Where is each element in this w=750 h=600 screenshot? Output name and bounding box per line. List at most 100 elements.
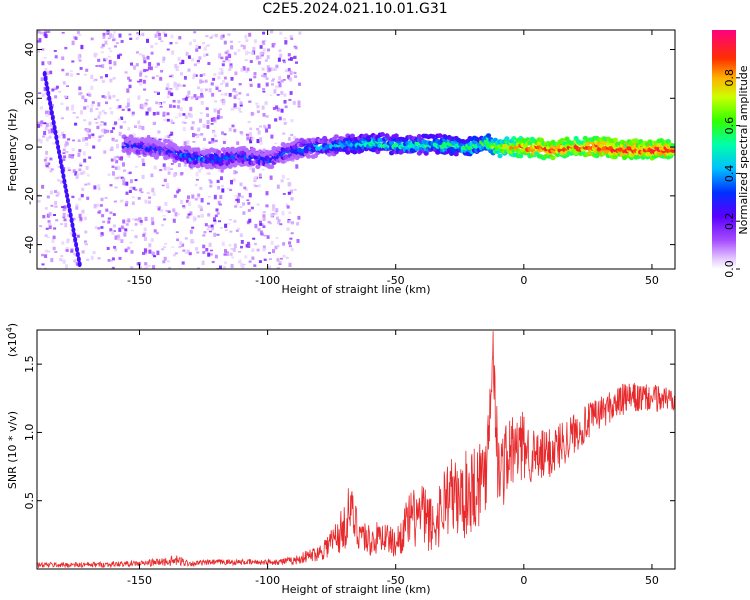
spectrogram-noise-cell bbox=[257, 228, 261, 232]
spectrogram-noise-cell bbox=[257, 130, 261, 135]
spectrogram-noise-cell bbox=[272, 107, 276, 110]
spectrogram-noise-cell bbox=[253, 75, 257, 79]
spectrogram-noise-cell bbox=[139, 218, 143, 220]
spectrogram-noise-cell bbox=[242, 66, 246, 71]
spectrogram-streak-cell bbox=[72, 231, 77, 238]
spectrogram-noise-cell bbox=[270, 134, 274, 139]
spectrogram-noise-cell bbox=[217, 186, 221, 190]
snr-x-tick-label: -50 bbox=[387, 574, 405, 587]
spectrogram-noise-cell bbox=[149, 66, 153, 71]
spectrogram-trace-cell bbox=[612, 154, 618, 160]
spectrogram-noise-cell bbox=[187, 213, 191, 216]
spectrogram-noise-cell bbox=[139, 187, 143, 190]
snr-series-line bbox=[37, 331, 675, 569]
spectrogram-noise-cell bbox=[179, 62, 183, 65]
spectrogram-noise-cell bbox=[177, 99, 181, 104]
spectrogram-noise-cell bbox=[227, 33, 231, 36]
spectrogram-noise-cell bbox=[174, 212, 178, 217]
spectrogram-noise-cell bbox=[62, 260, 66, 265]
spectrogram-noise-cell bbox=[235, 198, 239, 202]
spectrogram-noise-cell bbox=[100, 232, 104, 236]
spectrogram-noise-cell bbox=[141, 32, 145, 37]
spectrogram-noise-cell bbox=[110, 111, 114, 115]
spectrogram-noise-cell bbox=[157, 138, 161, 143]
spectrogram-x-label: Height of straight line (km) bbox=[281, 283, 430, 296]
spectrogram-noise-cell bbox=[137, 95, 141, 100]
spectrogram-noise-cell bbox=[63, 218, 67, 222]
spectrogram-noise-cell bbox=[100, 46, 104, 49]
spectrogram-noise-cell bbox=[114, 248, 118, 252]
spectrogram-noise-cell bbox=[204, 46, 207, 50]
spectrogram-noise-cell bbox=[213, 73, 217, 77]
spectrogram-noise-cell bbox=[262, 148, 266, 153]
spectrogram-noise-cell bbox=[221, 241, 225, 246]
spectrogram-noise-cell bbox=[262, 31, 266, 35]
spectrogram-noise-cell bbox=[265, 82, 269, 87]
spectrogram-noise-cell bbox=[141, 174, 145, 180]
spectrogram-noise-cell bbox=[119, 53, 123, 56]
spectrogram-noise-cell bbox=[207, 252, 211, 257]
spectrogram-noise-cell bbox=[53, 227, 57, 230]
spectrogram-trace-cell bbox=[550, 155, 556, 161]
spectrogram-noise-cell bbox=[287, 58, 291, 61]
spectrogram-noise-cell bbox=[234, 195, 238, 197]
spectrogram-noise-cell bbox=[242, 211, 246, 215]
spectrogram-noise-cell bbox=[229, 65, 233, 69]
spectrogram-noise-cell bbox=[180, 72, 183, 76]
spectrogram-noise-cell bbox=[163, 178, 167, 183]
spectrogram-noise-cell bbox=[197, 215, 201, 218]
spectrogram-noise-cell bbox=[79, 219, 83, 223]
spectrogram-noise-cell bbox=[43, 159, 47, 162]
spectrogram-noise-cell bbox=[265, 204, 269, 208]
spectrogram-noise-cell bbox=[90, 104, 94, 107]
spectrogram-noise-cell bbox=[199, 79, 203, 84]
spectrogram-streak-cell bbox=[46, 90, 51, 97]
spectrogram-noise-cell bbox=[277, 221, 280, 225]
spectrogram-noise-cell bbox=[229, 230, 233, 233]
spectrogram-noise-cell bbox=[185, 199, 189, 203]
spectrogram-noise-cell bbox=[208, 242, 212, 247]
spectrogram-noise-cell bbox=[170, 34, 174, 39]
spectrogram-noise-cell bbox=[188, 201, 191, 206]
spectrogram-noise-cell bbox=[77, 139, 81, 142]
spectrogram-noise-cell bbox=[267, 124, 271, 129]
spectrogram-streak-cell bbox=[57, 148, 61, 155]
spectrogram-noise-cell bbox=[61, 241, 65, 245]
spectrogram-noise-cell bbox=[144, 266, 148, 269]
spectrogram-noise-cell bbox=[251, 165, 254, 169]
spectrogram-noise-cell bbox=[117, 54, 121, 59]
spectrogram-noise-cell bbox=[236, 198, 240, 203]
spectrogram-noise-cell bbox=[120, 116, 124, 120]
spectrogram-noise-cell bbox=[272, 204, 276, 209]
spectrogram-noise-cell bbox=[160, 70, 164, 73]
spectrogram-noise-cell bbox=[130, 62, 133, 66]
spectrogram-noise-cell bbox=[226, 187, 230, 190]
spectrogram-noise-cell bbox=[74, 122, 78, 126]
spectrogram-noise-cell bbox=[105, 101, 108, 105]
spectrogram-noise-cell bbox=[219, 227, 223, 229]
spectrogram-noise-cell bbox=[62, 81, 66, 85]
spectrogram-noise-cell bbox=[211, 260, 215, 264]
spectrogram-noise-cell bbox=[193, 63, 197, 67]
spectrogram-noise-cell bbox=[268, 67, 272, 72]
spectrogram-noise-cell bbox=[188, 252, 192, 256]
spectrogram-noise-cell bbox=[113, 61, 117, 66]
spectrogram-noise-cell bbox=[253, 39, 257, 44]
spectrogram-noise-cell bbox=[218, 53, 222, 58]
spectrogram-noise-cell bbox=[128, 189, 132, 193]
spectrogram-streak-cell bbox=[48, 100, 53, 107]
spectrogram-noise-cell bbox=[244, 188, 248, 192]
spectrogram-noise-cell bbox=[37, 121, 41, 125]
spectrogram-noise-cell bbox=[177, 163, 181, 168]
spectrogram-noise-cell bbox=[204, 88, 208, 92]
spectrogram-noise-cell bbox=[189, 152, 193, 155]
spectrogram-noise-cell bbox=[278, 263, 282, 265]
spectrogram-noise-cell bbox=[44, 207, 48, 210]
spectrogram-noise-cell bbox=[162, 31, 166, 34]
spectrogram-noise-cell bbox=[162, 163, 166, 167]
spectrogram-streak-cell bbox=[44, 80, 49, 87]
spectrogram-noise-cell bbox=[237, 49, 241, 52]
spectrogram-noise-cell bbox=[290, 232, 294, 235]
spectrogram-noise-cell bbox=[261, 67, 265, 71]
spectrogram-noise-cell bbox=[119, 125, 123, 129]
